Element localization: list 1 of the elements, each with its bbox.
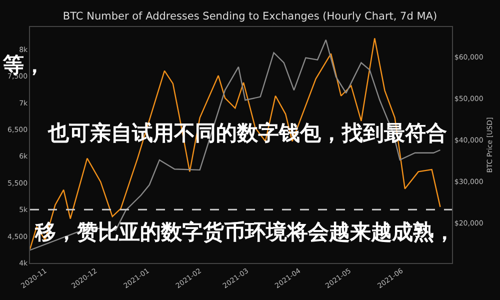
chart-title: BTC Number of Addresses Sending to Exchanges (Hourly Chart, 7d MA) [62,10,438,22]
